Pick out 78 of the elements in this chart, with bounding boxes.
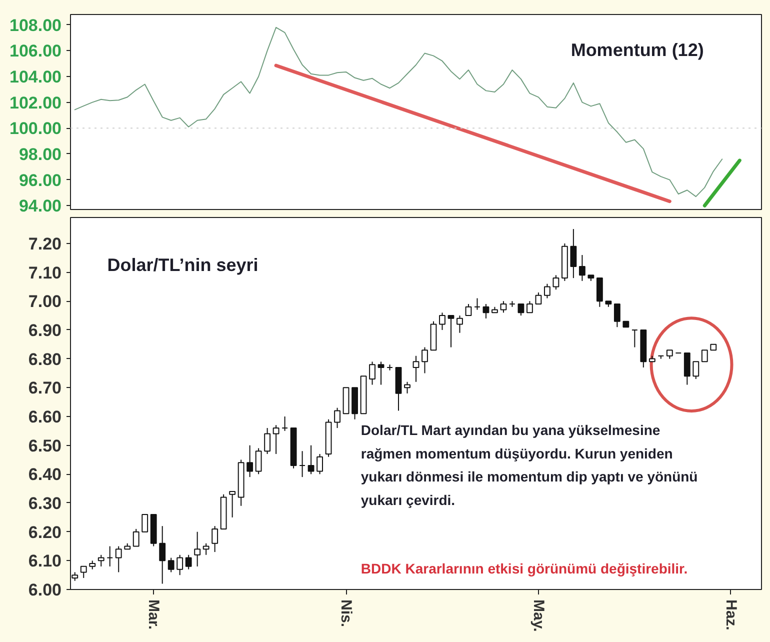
candlestick <box>194 531 201 567</box>
candlestick <box>185 554 192 570</box>
candlestick <box>369 361 376 386</box>
candlestick <box>404 381 410 394</box>
y-tick-label: 6.20 <box>28 522 62 542</box>
y-tick-label: 6.70 <box>28 378 62 398</box>
y-tick-label: 6.00 <box>28 580 62 600</box>
candlestick <box>412 355 420 382</box>
candlestick <box>439 312 446 330</box>
candlestick <box>308 444 314 475</box>
candlestick <box>159 526 166 584</box>
y-tick-label: 98.00 <box>18 144 62 164</box>
candlestick <box>106 546 114 567</box>
candlestick <box>596 278 603 308</box>
y-tick-label: 104.00 <box>10 67 62 86</box>
y-tick-label: 7.10 <box>28 263 62 282</box>
y-tick-label: 94.00 <box>18 196 62 216</box>
y-tick-label: 6.40 <box>28 465 62 484</box>
candlestick <box>518 304 524 316</box>
y-tick-label: 7.20 <box>28 234 62 254</box>
y-tick-label: 100.00 <box>10 119 62 138</box>
candlestick <box>456 315 463 334</box>
candlestick <box>80 566 87 578</box>
y-tick-label: 7.00 <box>28 292 62 312</box>
y-tick-label: 6.60 <box>28 407 62 426</box>
annotation: Momentum (12) <box>570 40 704 60</box>
candlestick <box>202 542 210 556</box>
candlestick <box>132 528 140 547</box>
candlestick <box>422 346 428 374</box>
candlestick <box>701 350 708 362</box>
y-tick-label: 6.80 <box>28 350 62 369</box>
candlestick <box>282 416 288 432</box>
y-tick-label: 102.00 <box>10 93 62 112</box>
candlestick <box>229 490 236 518</box>
candlestick <box>272 424 280 454</box>
annotation: Dolar/TL Mart ayından bu yana yükselmesine rağmen momentum düşüyordu. Kurun yeniden yukarı dönmesi ile momentum dip yaptı ve yönünü yukarı çevirdi. <box>360 422 698 508</box>
candlestick <box>316 453 323 475</box>
y-tick-label: 106.00 <box>10 42 62 61</box>
candlestick <box>448 315 454 348</box>
candlestick <box>98 554 104 567</box>
candlestick <box>535 292 542 305</box>
candlestick <box>264 428 271 454</box>
candlestick <box>334 407 340 429</box>
candlestick <box>482 304 490 319</box>
candlestick <box>142 514 148 532</box>
candlestick <box>631 329 638 348</box>
candlestick <box>378 361 384 386</box>
candlestick <box>465 304 472 316</box>
candlestick <box>544 283 550 299</box>
candlestick <box>500 300 507 314</box>
x-tick-label: Nis. <box>338 600 355 628</box>
candlestick <box>578 254 586 282</box>
y-tick-label: 6.50 <box>28 436 62 456</box>
annotation: Dolar/TL’nin seyri <box>107 255 258 276</box>
candlestick <box>299 450 306 478</box>
x-tick-label: May. <box>530 600 547 632</box>
candlestick <box>570 228 577 279</box>
candlestick <box>176 554 184 576</box>
candlestick <box>684 352 690 386</box>
candlestick <box>526 300 533 314</box>
candlestick <box>552 274 560 290</box>
annotation: BDDK Kararlarının etkisi görünümü değiştirebilir. <box>360 560 688 577</box>
candlestick <box>692 361 700 380</box>
candlestick <box>614 304 620 328</box>
y-tick-label: 96.00 <box>18 170 62 190</box>
x-tick-label: Mar. <box>145 600 162 630</box>
x-tick-label: Haz. <box>722 600 740 630</box>
candlestick <box>212 526 218 553</box>
y-tick-label: 6.10 <box>28 552 62 571</box>
candlestick <box>115 546 122 573</box>
candlestick <box>255 448 262 475</box>
y-tick-label: 6.30 <box>28 494 62 513</box>
candlestick <box>474 298 480 310</box>
y-tick-label: 108.00 <box>10 16 62 35</box>
candlestick <box>168 557 174 573</box>
y-tick-label: 6.90 <box>28 320 62 340</box>
candlestick <box>246 444 254 478</box>
line-series <box>74 26 723 198</box>
